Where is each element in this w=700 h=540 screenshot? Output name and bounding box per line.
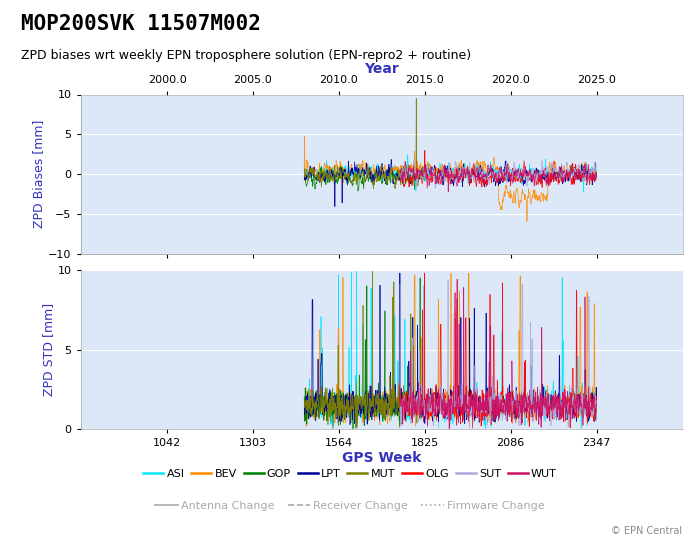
Y-axis label: ZPD Biases [mm]: ZPD Biases [mm] [32, 120, 46, 228]
Text: © EPN Central: © EPN Central [611, 525, 682, 536]
X-axis label: GPS Week: GPS Week [342, 451, 421, 465]
Text: ZPD biases wrt weekly EPN troposphere solution (EPN-repro2 + routine): ZPD biases wrt weekly EPN troposphere so… [21, 49, 471, 62]
Legend: Antenna Change, Receiver Change, Firmware Change: Antenna Change, Receiver Change, Firmwar… [151, 497, 549, 516]
Y-axis label: ZPD STD [mm]: ZPD STD [mm] [42, 303, 55, 396]
Legend: ASI, BEV, GOP, LPT, MUT, OLG, SUT, WUT: ASI, BEV, GOP, LPT, MUT, OLG, SUT, WUT [139, 464, 561, 483]
Text: MOP200SVK 11507M002: MOP200SVK 11507M002 [21, 14, 261, 33]
X-axis label: Year: Year [364, 62, 399, 76]
